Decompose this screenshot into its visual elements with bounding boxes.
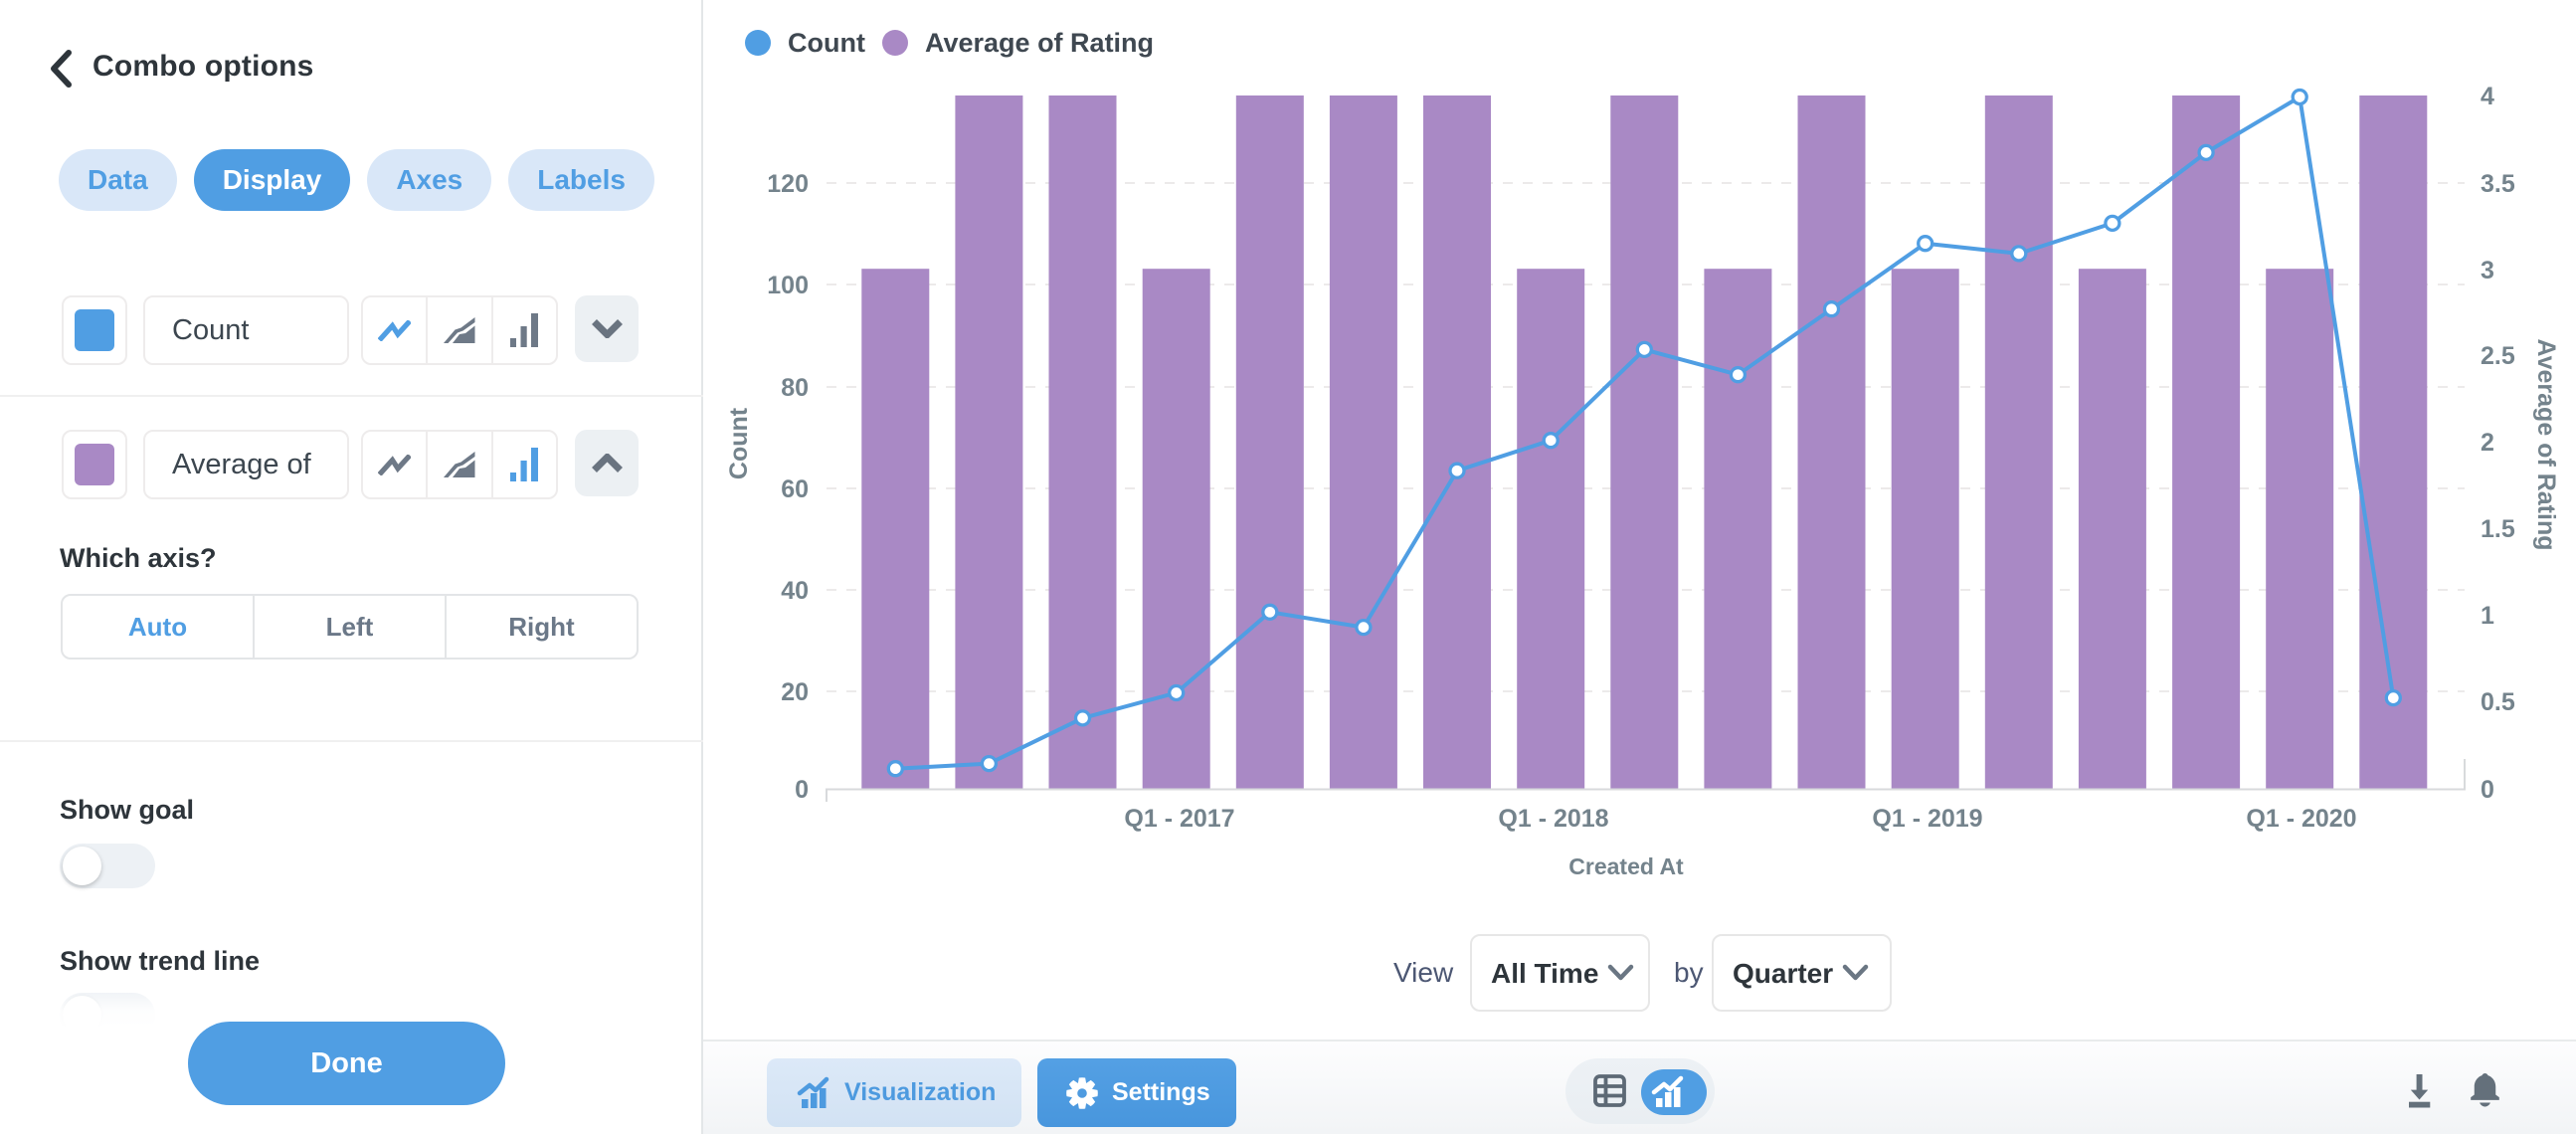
svg-text:100: 100 — [767, 272, 809, 299]
svg-text:0: 0 — [795, 776, 809, 804]
svg-text:2: 2 — [2481, 429, 2494, 457]
svg-text:Average of Rating: Average of Rating — [925, 28, 1154, 58]
svg-text:0.5: 0.5 — [2481, 688, 2515, 716]
svg-text:60: 60 — [781, 475, 809, 503]
svg-text:Q1 - 2019: Q1 - 2019 — [1872, 805, 1982, 833]
svg-text:Q1 - 2018: Q1 - 2018 — [1498, 805, 1608, 833]
svg-text:by: by — [1674, 957, 1704, 988]
svg-text:80: 80 — [781, 374, 809, 402]
svg-text:1: 1 — [2481, 602, 2494, 630]
svg-text:Average of Rating: Average of Rating — [2532, 338, 2560, 550]
svg-text:1.5: 1.5 — [2481, 515, 2515, 543]
svg-text:Q1 - 2020: Q1 - 2020 — [2246, 805, 2356, 833]
svg-text:3: 3 — [2481, 257, 2494, 284]
svg-text:0: 0 — [2481, 776, 2494, 804]
svg-text:Count: Count — [788, 28, 865, 58]
svg-text:Quarter: Quarter — [1733, 958, 1833, 989]
svg-text:Created At: Created At — [1568, 853, 1684, 879]
svg-text:All Time: All Time — [1491, 958, 1598, 989]
svg-text:3.5: 3.5 — [2481, 170, 2515, 198]
svg-text:Q1 - 2017: Q1 - 2017 — [1124, 805, 1234, 833]
svg-text:View: View — [1393, 957, 1454, 988]
svg-text:4: 4 — [2481, 83, 2494, 110]
svg-text:20: 20 — [781, 678, 809, 706]
svg-text:40: 40 — [781, 577, 809, 605]
svg-text:Count: Count — [725, 407, 753, 479]
svg-text:120: 120 — [767, 170, 809, 198]
svg-text:2.5: 2.5 — [2481, 342, 2515, 370]
